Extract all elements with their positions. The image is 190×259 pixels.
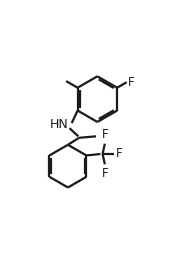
Text: F: F — [102, 128, 109, 141]
Text: F: F — [116, 147, 123, 161]
Text: HN: HN — [50, 118, 69, 131]
Text: F: F — [102, 167, 109, 179]
Text: F: F — [127, 76, 134, 89]
